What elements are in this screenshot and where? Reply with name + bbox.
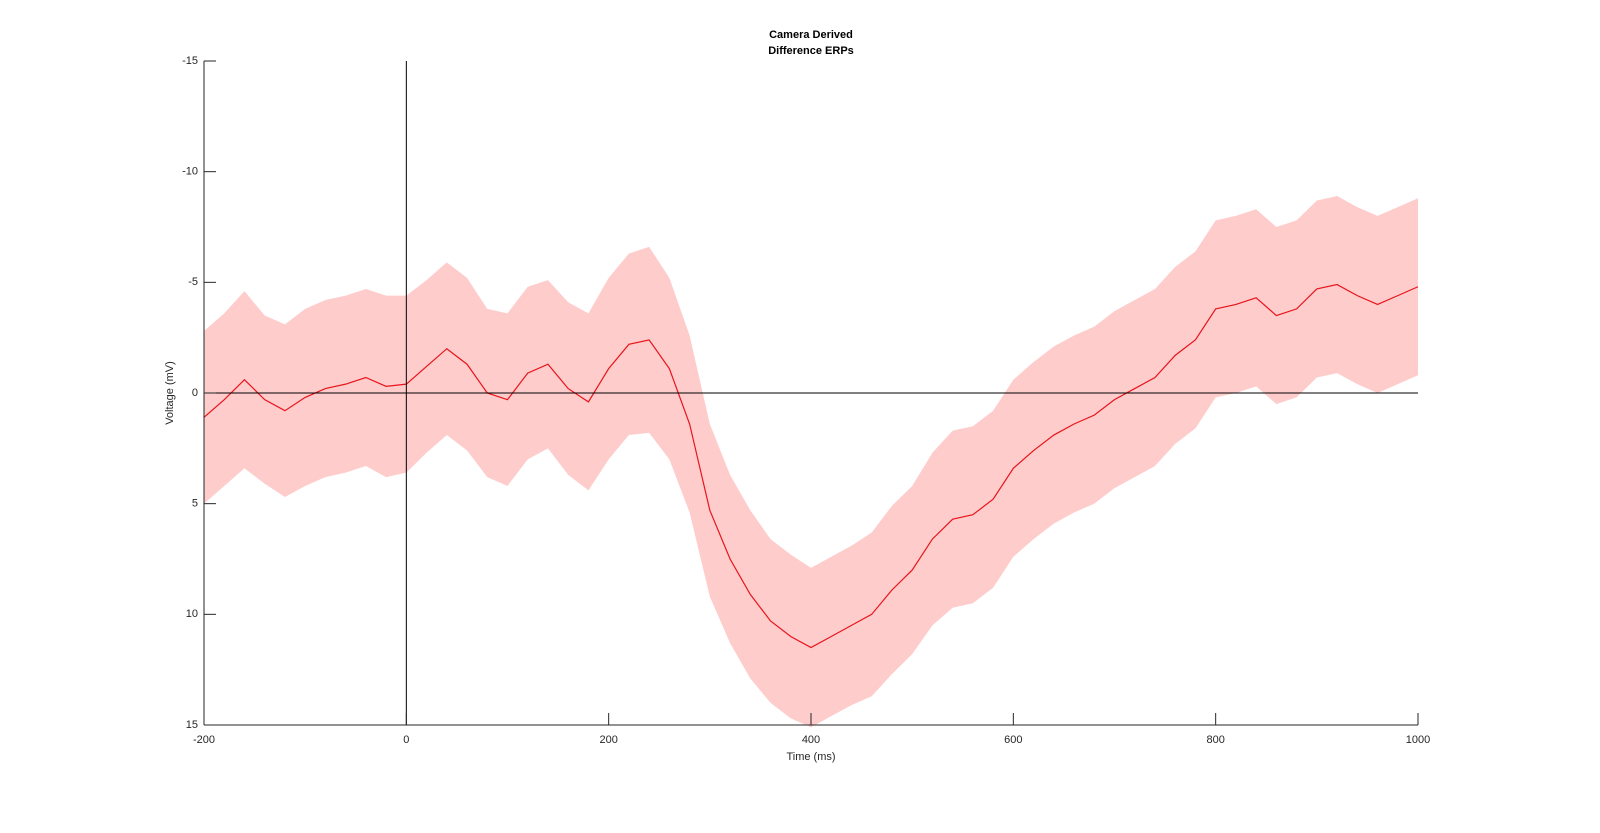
chart-title: Difference ERPs	[768, 45, 854, 57]
y-tick-label: 15	[186, 719, 198, 731]
x-tick-label: 400	[802, 734, 820, 746]
x-tick-label: -200	[193, 734, 215, 746]
error-band	[204, 196, 1418, 728]
y-tick-label: 0	[192, 387, 198, 399]
x-tick-label: 800	[1206, 734, 1224, 746]
chart-title: Camera Derived	[769, 29, 853, 41]
y-tick-label: 5	[192, 498, 198, 510]
x-tick-label: 1000	[1406, 734, 1430, 746]
y-tick-label: -10	[182, 166, 198, 178]
x-tick-label: 600	[1004, 734, 1022, 746]
y-axis-label: Voltage (mV)	[164, 361, 176, 425]
x-tick-label: 0	[403, 734, 409, 746]
y-tick-label: -15	[182, 55, 198, 67]
x-axis-label: Time (ms)	[786, 751, 835, 763]
y-tick-label: -5	[188, 276, 198, 288]
x-tick-label: 200	[599, 734, 617, 746]
y-tick-label: 10	[186, 608, 198, 620]
